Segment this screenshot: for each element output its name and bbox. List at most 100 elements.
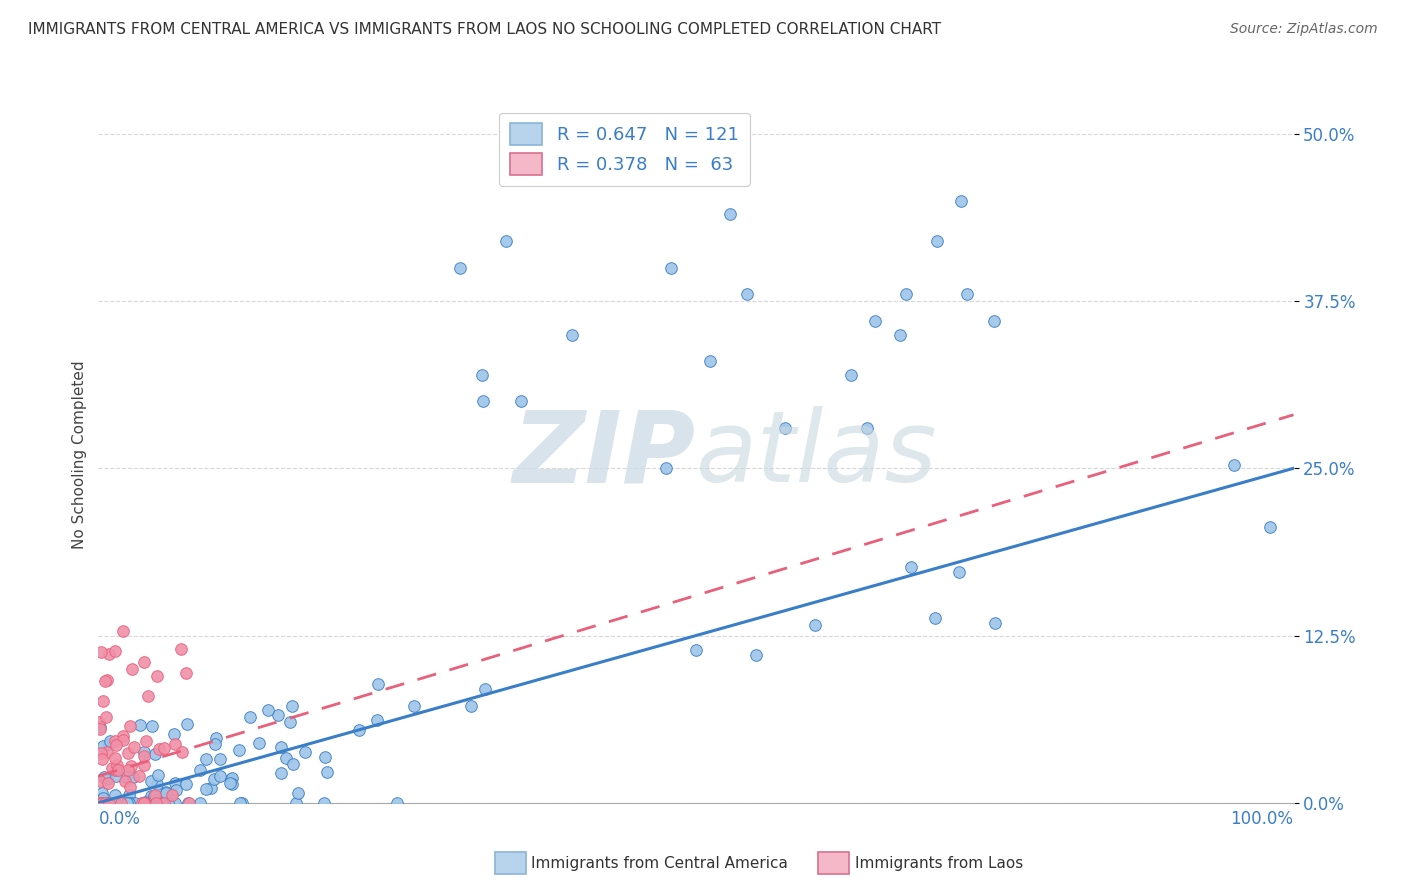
Text: Source: ZipAtlas.com: Source: ZipAtlas.com (1230, 22, 1378, 37)
Point (366, 713, 388, 727)
Point (163, 727, 186, 741)
Point (281, 699, 304, 714)
Point (91, 786, 114, 800)
Point (98, 647, 121, 661)
Point (91, 739, 114, 754)
Point (287, 786, 309, 800)
Point (219, 772, 242, 786)
Text: ZIP: ZIP (513, 407, 696, 503)
Point (146, 768, 169, 782)
Point (165, 783, 187, 797)
Point (118, 788, 141, 802)
Point (948, 565, 970, 579)
Point (347, 723, 370, 738)
Point (104, 734, 127, 748)
Point (177, 796, 200, 810)
Point (118, 719, 141, 733)
Point (239, 710, 262, 724)
Point (105, 769, 128, 783)
Point (104, 788, 127, 802)
Point (107, 796, 129, 810)
Point (89, 773, 111, 788)
Point (131, 796, 153, 810)
Point (104, 764, 127, 778)
Point (90, 752, 112, 766)
Point (96, 772, 118, 786)
Point (104, 643, 127, 657)
Point (983, 616, 1005, 631)
Point (155, 786, 177, 800)
Point (107, 764, 129, 778)
Point (90, 747, 112, 761)
Point (163, 737, 186, 751)
Point (97, 776, 120, 790)
Point (950, 194, 973, 208)
Point (129, 717, 152, 731)
Point (983, 314, 1005, 328)
Point (139, 796, 162, 810)
Point (139, 789, 162, 803)
Point (229, 796, 252, 810)
Point (153, 740, 176, 755)
Point (143, 747, 166, 761)
Point (143, 788, 166, 802)
Point (804, 618, 827, 632)
Point (114, 774, 136, 789)
Point (231, 796, 253, 810)
Point (96, 745, 118, 759)
Point (98, 796, 121, 810)
Text: 100.0%: 100.0% (1230, 810, 1294, 828)
Point (174, 665, 197, 680)
Point (89, 723, 111, 737)
Point (131, 796, 153, 810)
Point (105, 758, 128, 772)
Point (956, 287, 979, 301)
Point (111, 733, 134, 747)
Point (122, 771, 145, 785)
Point (471, 368, 494, 382)
Point (146, 777, 169, 791)
Point (257, 703, 280, 717)
Point (385, 796, 408, 810)
Point (160, 788, 183, 802)
Point (124, 796, 146, 810)
Point (561, 327, 583, 342)
Point (367, 676, 389, 690)
Point (172, 745, 194, 759)
Text: atlas: atlas (696, 407, 938, 503)
Point (219, 775, 242, 789)
Point (142, 789, 165, 804)
Point (132, 655, 155, 669)
Point (132, 796, 155, 810)
Point (145, 796, 167, 810)
Point (194, 752, 217, 766)
Point (103, 796, 125, 810)
Point (93, 796, 115, 810)
Point (659, 260, 682, 275)
Point (176, 717, 198, 731)
Point (128, 769, 150, 783)
Point (900, 560, 922, 574)
Point (655, 461, 678, 475)
Point (136, 689, 159, 703)
Text: Immigrants from Central America: Immigrants from Central America (531, 856, 789, 871)
Point (188, 796, 211, 810)
Point (150, 796, 173, 810)
Point (170, 641, 193, 656)
Point (735, 287, 758, 301)
Point (91, 796, 114, 810)
Point (93, 770, 115, 784)
Point (139, 773, 162, 788)
Point (284, 796, 307, 810)
Point (104, 763, 127, 777)
Point (460, 698, 482, 713)
Point (89, 796, 111, 810)
Point (316, 764, 339, 779)
Point (188, 763, 211, 777)
Point (146, 668, 169, 682)
Point (120, 758, 142, 772)
Point (101, 761, 124, 775)
Point (204, 737, 226, 751)
Point (402, 699, 425, 714)
Point (121, 796, 143, 810)
